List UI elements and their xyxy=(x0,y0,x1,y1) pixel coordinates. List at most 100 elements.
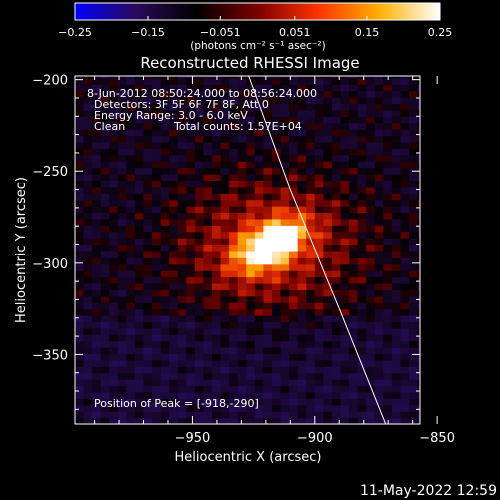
heatmap-cell xyxy=(100,257,110,265)
colorbar-tick-label: −0.25 xyxy=(58,26,92,39)
heatmap-cell xyxy=(109,199,119,207)
heatmap-cell xyxy=(280,359,290,367)
heatmap-cell xyxy=(109,186,119,194)
heatmap-cell xyxy=(109,321,119,329)
heatmap-cell xyxy=(366,282,376,290)
heatmap-cell xyxy=(297,385,307,393)
heatmap-cell xyxy=(366,231,376,239)
heatmap-cell xyxy=(254,321,265,329)
heatmap-cell xyxy=(92,250,102,258)
heatmap-cell xyxy=(349,270,359,278)
heatmap-cell xyxy=(100,141,110,149)
heatmap-cell xyxy=(194,321,205,329)
heatmap-cell xyxy=(177,231,187,239)
heatmap-cell xyxy=(400,340,410,348)
heatmap-cell xyxy=(297,263,307,271)
heatmap-cell xyxy=(237,340,247,348)
heatmap-cell xyxy=(109,308,119,316)
heatmap-cell xyxy=(314,379,324,387)
heatmap-cell xyxy=(349,327,359,335)
heatmap-cell xyxy=(349,308,359,316)
heatmap-cell xyxy=(383,84,393,92)
heatmap-cell xyxy=(280,379,290,387)
heatmap-cell xyxy=(271,302,282,310)
heatmap-cell xyxy=(229,391,239,399)
heatmap-cell xyxy=(83,212,93,220)
heatmap-cell xyxy=(143,404,153,412)
heatmap-cell xyxy=(83,295,93,303)
heatmap-cell xyxy=(203,411,213,419)
info-detectors: Detectors: 3F 5F 6F 7F 8F, Att 0 xyxy=(94,98,269,111)
heatmap-cell xyxy=(126,353,136,361)
heatmap-cell xyxy=(237,250,247,258)
heatmap-cell xyxy=(92,398,102,406)
heatmap-cell xyxy=(134,148,145,156)
heatmap-cell xyxy=(229,109,239,117)
heatmap-cell xyxy=(92,404,102,412)
heatmap-cell xyxy=(212,135,222,143)
heatmap-cell xyxy=(246,359,256,367)
heatmap-cell xyxy=(340,129,350,137)
heatmap-cell xyxy=(271,109,282,117)
heatmap-cell xyxy=(152,225,162,233)
heatmap-cell xyxy=(229,334,239,342)
heatmap-cell xyxy=(143,238,153,246)
heatmap-cell xyxy=(357,84,367,92)
heatmap-cell xyxy=(177,238,187,246)
heatmap-cell xyxy=(323,391,333,399)
heatmap-cell xyxy=(160,173,170,181)
heatmap-cell xyxy=(331,148,342,156)
heatmap-cell xyxy=(383,263,393,271)
heatmap-cell xyxy=(357,109,367,117)
heatmap-cell xyxy=(117,263,127,271)
heatmap-cell xyxy=(306,90,316,98)
heatmap-cell xyxy=(83,417,93,424)
heatmap-cell xyxy=(340,231,350,239)
heatmap-cell xyxy=(186,238,196,246)
heatmap-cell xyxy=(271,327,282,335)
heatmap-cell xyxy=(349,321,359,329)
heatmap-cell xyxy=(126,366,136,374)
heatmap-cell xyxy=(340,334,350,342)
heatmap-cell xyxy=(109,135,119,143)
info-time-range: 8-Jun-2012 08:50:24.000 to 08:56:24.000 xyxy=(87,87,317,100)
heatmap-cell xyxy=(126,315,136,323)
heatmap-cell xyxy=(306,180,316,188)
heatmap-cell xyxy=(323,289,333,297)
heatmap-cell xyxy=(152,404,162,412)
heatmap-cell xyxy=(254,135,265,143)
heatmap-cell xyxy=(366,218,376,226)
heatmap-cell xyxy=(220,206,230,214)
heatmap-cell xyxy=(169,129,179,137)
heatmap-cell xyxy=(220,398,230,406)
heatmap-cell xyxy=(417,282,420,290)
heatmap-cell xyxy=(109,180,119,188)
heatmap-cell xyxy=(117,141,127,149)
heatmap-cell xyxy=(349,295,359,303)
heatmap-cell xyxy=(340,148,350,156)
heatmap-cell xyxy=(92,379,102,387)
heatmap-cell xyxy=(75,76,85,79)
heatmap-cell xyxy=(297,404,307,412)
heatmap-cell xyxy=(323,250,333,258)
heatmap-cell xyxy=(126,238,136,246)
heatmap-cell xyxy=(383,289,393,297)
heatmap-cell xyxy=(109,167,119,175)
heatmap-cell xyxy=(254,359,265,367)
heatmap-cell xyxy=(75,263,85,271)
heatmap-cell xyxy=(203,238,213,246)
heatmap-cell xyxy=(160,302,170,310)
heatmap-cell xyxy=(383,231,393,239)
heatmap-cell xyxy=(212,90,222,98)
heatmap-cell xyxy=(246,250,256,258)
heatmap-cell xyxy=(212,129,222,137)
heatmap-cell xyxy=(109,161,119,169)
heatmap-cell xyxy=(134,206,145,214)
heatmap-cell xyxy=(289,282,299,290)
heatmap-cell xyxy=(100,244,110,252)
heatmap-cell xyxy=(297,244,307,252)
heatmap-cell xyxy=(349,372,359,380)
heatmap-cell xyxy=(357,212,367,220)
heatmap-cell xyxy=(289,225,299,233)
heatmap-cell xyxy=(152,180,162,188)
